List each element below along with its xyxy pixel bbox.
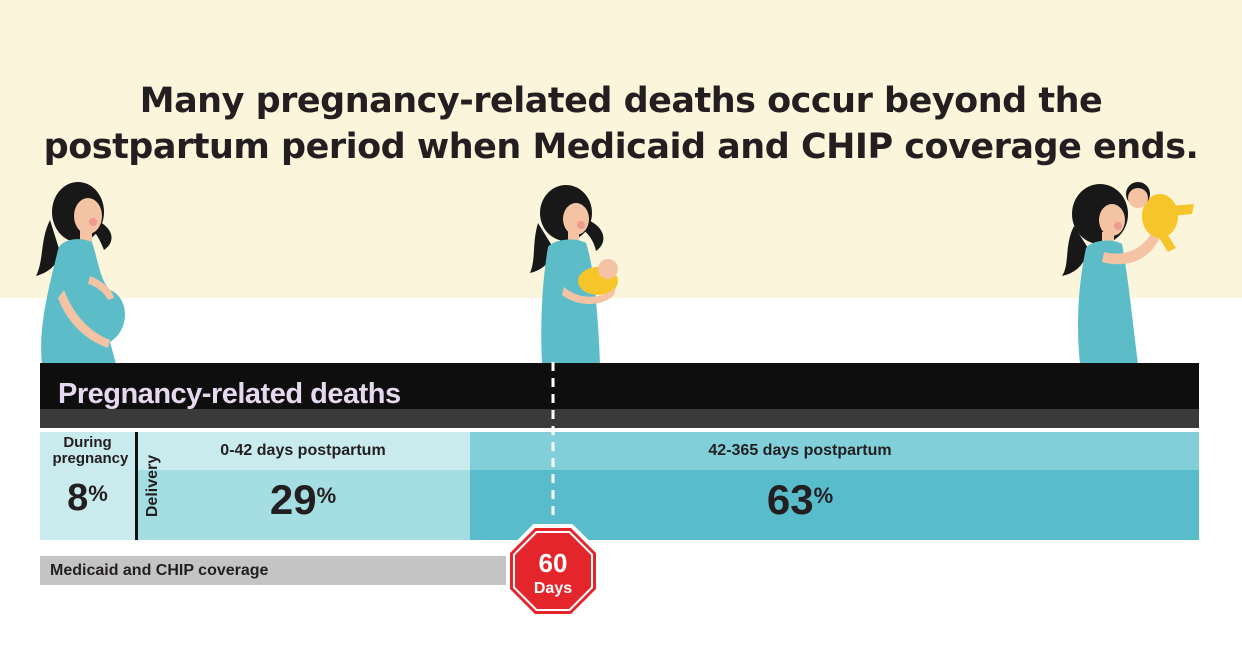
postpartum-0-42-label: 0-42 days postpartum bbox=[220, 442, 386, 459]
delivery-label-box: Delivery bbox=[138, 432, 168, 540]
postpartum-42-365-value: 63% bbox=[766, 476, 834, 523]
segment-0-42-days-header bbox=[138, 432, 470, 470]
top-background bbox=[0, 0, 1242, 298]
segment-during-pregnancy bbox=[40, 432, 135, 540]
coverage-bar: Medicaid and CHIP coverage bbox=[40, 556, 513, 585]
stop-sign-icon: 60 Days bbox=[506, 524, 600, 618]
deaths-header-band bbox=[40, 363, 1199, 409]
pregnant-woman-icon bbox=[36, 182, 125, 364]
title-line-2: postpartum period when Medicaid and CHIP… bbox=[43, 127, 1199, 167]
woman-holding-newborn-icon bbox=[530, 185, 618, 364]
coverage-end-line bbox=[551, 362, 555, 522]
stop-sign-number: 60 bbox=[539, 548, 568, 578]
stop-sign-unit: Days bbox=[534, 580, 572, 597]
delivery-label: Delivery bbox=[144, 454, 162, 518]
segment-42-365-days-header bbox=[470, 432, 1199, 470]
section-title: Pregnancy-related deaths bbox=[58, 378, 401, 410]
during-pregnancy-label: During pregnancy bbox=[52, 434, 129, 467]
woman-lifting-baby-icon bbox=[1062, 182, 1194, 364]
delivery-divider bbox=[135, 432, 138, 540]
title-line-1: Many pregnancy-related deaths occur beyo… bbox=[139, 81, 1103, 121]
deaths-header-underline bbox=[40, 409, 1199, 428]
postpartum-0-42-value: 29% bbox=[269, 476, 337, 523]
infographic-title: Many pregnancy-related deaths occur beyo… bbox=[0, 78, 1242, 170]
postpartum-42-365-label: 42-365 days postpartum bbox=[708, 442, 892, 459]
during-pregnancy-value: 8% bbox=[67, 477, 108, 519]
coverage-label: Medicaid and CHIP coverage bbox=[50, 562, 269, 579]
